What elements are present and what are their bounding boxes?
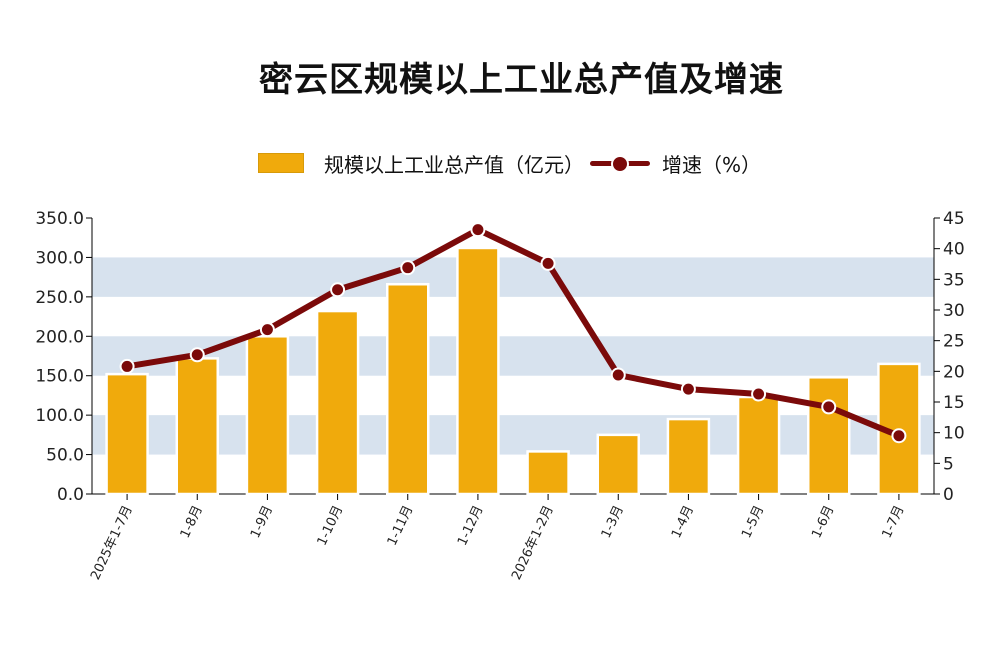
bar: [526, 450, 570, 496]
x-tick-label: 1-3月: [599, 503, 627, 540]
y-left-tick-label: 0.0: [57, 485, 84, 505]
x-tick-label: 2026年1-2月: [509, 503, 557, 582]
x-tick-label: 1-12月: [455, 503, 487, 548]
x-tick-label: 1-6月: [809, 503, 837, 540]
growth-point: [891, 428, 907, 444]
bar: [807, 376, 851, 496]
growth-point: [330, 282, 346, 298]
legend-bar-label: 规模以上工业总产值（亿元）: [324, 152, 584, 177]
x-tick-label: 1-10月: [315, 503, 347, 548]
legend-line-swatch: [590, 153, 650, 173]
legend: 规模以上工业总产值（亿元） 增速（%）: [258, 150, 762, 177]
bar: [596, 433, 640, 496]
y-right-tick-label: 25: [943, 332, 965, 352]
y-left-tick-label: 300.0: [35, 248, 84, 268]
y-left-tick-label: 200.0: [35, 327, 84, 347]
y-right-tick-label: 10: [943, 424, 965, 444]
y-right-tick-label: 35: [943, 270, 965, 290]
legend-line-label: 增速（%）: [662, 152, 762, 177]
growth-point: [821, 399, 837, 415]
growth-point: [259, 322, 275, 338]
x-tick-label: 1-5月: [739, 503, 767, 540]
growth-point: [680, 381, 696, 397]
x-tick-label: 1-8月: [178, 503, 206, 540]
y-right-tick-label: 15: [943, 393, 965, 413]
bar: [456, 246, 500, 496]
y-left-tick-label: 250.0: [35, 288, 84, 308]
bar: [666, 417, 711, 496]
x-tick-label: 1-11月: [385, 503, 417, 548]
y-right-tick-label: 0: [943, 485, 954, 505]
growth-point: [540, 255, 556, 271]
bar: [175, 357, 219, 496]
growth-point: [751, 386, 767, 402]
growth-point: [470, 222, 486, 238]
growth-line: [124, 226, 902, 439]
y-right-tick-label: 45: [943, 209, 965, 229]
grid-band: [92, 257, 934, 297]
growth-point: [119, 358, 135, 374]
y-left-tick-label: 150.0: [35, 367, 84, 387]
y-right-tick-label: 40: [943, 240, 965, 260]
y-right-tick-label: 20: [943, 362, 965, 382]
chart-title: 密云区规模以上工业总产值及增速: [259, 60, 784, 100]
bar: [315, 309, 360, 496]
bar: [736, 395, 781, 496]
growth-point: [610, 367, 626, 383]
x-tick-label: 1-7月: [879, 503, 907, 540]
x-tick-label: 2025年1-7月: [88, 503, 136, 582]
growth-point: [189, 347, 205, 363]
legend-bar-swatch: [258, 153, 304, 173]
y-left-tick-label: 350.0: [35, 209, 84, 229]
x-tick-label: 1-4月: [669, 503, 697, 540]
y-left-tick-label: 50.0: [46, 446, 84, 466]
grid-band: [92, 415, 934, 455]
bar: [105, 372, 149, 496]
growth-point: [400, 260, 416, 276]
x-tick-label: 1-9月: [248, 503, 276, 540]
y-right-tick-label: 5: [943, 454, 954, 474]
y-left-tick-label: 100.0: [35, 406, 84, 426]
y-right-tick-label: 30: [943, 301, 965, 321]
bar: [245, 335, 290, 496]
bar: [386, 282, 430, 496]
